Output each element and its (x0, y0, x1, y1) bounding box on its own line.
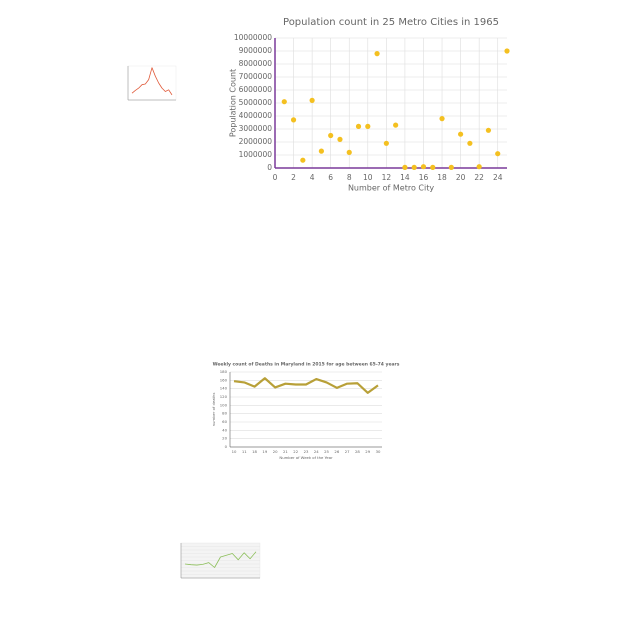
chart-title: Population count in 25 Metro Cities in 1… (283, 17, 499, 28)
point (328, 132, 334, 139)
x-tick-label: 25 (324, 449, 329, 454)
y-tick-label: 2000000 (239, 137, 273, 146)
x-tick-label: 19 (262, 449, 267, 454)
point (374, 51, 380, 57)
x-tick-label: 22 (474, 173, 484, 182)
point (402, 164, 408, 170)
x-tick-label: 11 (242, 449, 247, 454)
y-axis-label: Population Count (229, 69, 238, 137)
y-tick-label: 140 (220, 386, 228, 391)
x-tick-label: 28 (355, 449, 360, 454)
line (184, 551, 257, 568)
x-axis-label: Number of Week of the Year (279, 455, 333, 460)
point (337, 136, 343, 142)
y-tick-label: 0 (225, 444, 228, 449)
y-tick-label: 5000000 (239, 98, 273, 107)
line (131, 67, 173, 96)
point (439, 116, 445, 122)
x-tick-label: 27 (345, 449, 350, 454)
point (476, 164, 482, 170)
y-tick-label: 40 (222, 427, 227, 432)
x-tick-label: 23 (304, 449, 309, 454)
x-tick-label: 26 (334, 449, 339, 454)
x-tick-label: 24 (493, 173, 503, 182)
y-tick-label: 8000000 (239, 59, 273, 68)
x-tick-label: 6 (328, 173, 333, 182)
x-tick-label: 2 (291, 173, 296, 182)
point (495, 151, 501, 157)
y-tick-label: 100 (220, 402, 228, 407)
x-tick-label: 14 (400, 173, 410, 182)
point (309, 97, 315, 103)
line (233, 377, 379, 394)
y-tick-label: 3000000 (239, 124, 273, 133)
chart-title: Weekly count of Deaths in Maryland in 20… (213, 362, 400, 368)
y-tick-label: 6000000 (239, 85, 273, 94)
point (430, 164, 436, 170)
point (458, 131, 464, 137)
x-tick-label: 10 (232, 449, 237, 454)
y-tick-label: 9000000 (239, 46, 273, 55)
point (355, 123, 362, 129)
y-tick-label: 180 (220, 369, 228, 374)
x-tick-label: 18 (437, 173, 447, 182)
x-axis-label: Number of Metro City (348, 184, 434, 193)
point (448, 164, 454, 170)
y-tick-label: 80 (222, 411, 227, 416)
x-tick-label: 20 (273, 449, 278, 454)
x-tick-label: 30 (376, 449, 381, 454)
x-tick-label: 10 (363, 173, 373, 182)
x-tick-label: 20 (456, 173, 466, 182)
x-tick-label: 12 (382, 173, 392, 182)
y-tick-label: 20 (222, 436, 227, 441)
point (290, 117, 297, 123)
x-tick-label: 24 (314, 449, 319, 454)
y-tick-label: 60 (222, 419, 227, 424)
y-tick-label: 7000000 (239, 72, 273, 81)
y-tick-label: 0 (267, 163, 272, 172)
y-tick-label: 160 (220, 377, 228, 382)
x-tick-label: 29 (365, 449, 370, 454)
y-axis-label: number of deaths (211, 393, 216, 427)
point (281, 99, 287, 105)
y-tick-label: 4000000 (239, 111, 273, 120)
x-tick-label: 4 (310, 173, 315, 182)
point (411, 164, 417, 170)
y-tick-label: 1000000 (239, 150, 273, 159)
x-tick-label: 0 (273, 173, 278, 182)
x-tick-label: 22 (293, 449, 298, 454)
point (420, 164, 427, 170)
y-tick-label: 120 (220, 394, 228, 399)
point (318, 148, 324, 154)
point (300, 157, 306, 163)
x-tick-label: 16 (419, 173, 429, 182)
point (485, 127, 492, 133)
point (467, 140, 473, 146)
point (383, 140, 389, 146)
point (346, 149, 352, 155)
x-tick-label: 21 (283, 449, 288, 454)
x-tick-label: 18 (252, 449, 257, 454)
point (504, 48, 510, 54)
x-tick-label: 8 (347, 173, 352, 182)
point (365, 123, 371, 129)
y-tick-label: 10000000 (234, 33, 272, 42)
point (393, 122, 399, 128)
plot-area (127, 65, 177, 101)
